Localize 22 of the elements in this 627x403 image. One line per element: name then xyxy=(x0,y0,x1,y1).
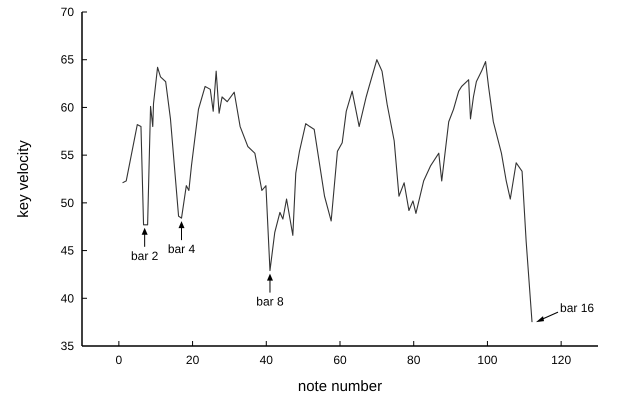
x-tick-label: 20 xyxy=(186,353,200,367)
y-tick-label: 70 xyxy=(60,5,74,19)
annotation: bar 2 xyxy=(130,248,159,263)
y-tick-label: 50 xyxy=(60,196,74,210)
x-axis-title: note number xyxy=(298,378,382,395)
y-tick-label: 65 xyxy=(60,52,74,67)
annotation: bar 8 xyxy=(256,294,284,309)
y-tick-label: 45 xyxy=(60,244,74,258)
x-tick-label: 120 xyxy=(551,353,572,367)
line-series xyxy=(122,59,533,323)
x-tick-label: 100 xyxy=(477,353,498,367)
x-tick-label: 0 xyxy=(116,353,123,367)
y-tick-label: 35 xyxy=(60,339,74,353)
y-axis-title: key velocity xyxy=(15,140,32,218)
x-tick-label: 80 xyxy=(407,353,421,367)
x-tick-label: 40 xyxy=(260,353,274,367)
y-tick-label: 55 xyxy=(60,148,74,162)
annotation: bar 4 xyxy=(168,242,196,256)
annotation: bar 16 xyxy=(560,301,594,316)
x-tick-label: 60 xyxy=(333,353,347,367)
y-tick-label: 40 xyxy=(60,291,74,306)
y-tick-label: 60 xyxy=(60,100,74,114)
